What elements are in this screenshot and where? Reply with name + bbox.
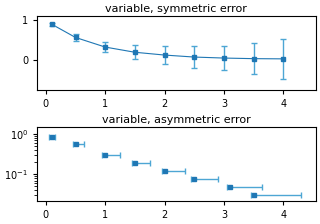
Title: variable, symmetric error: variable, symmetric error — [106, 4, 247, 14]
Title: variable, asymmetric error: variable, asymmetric error — [102, 115, 251, 125]
